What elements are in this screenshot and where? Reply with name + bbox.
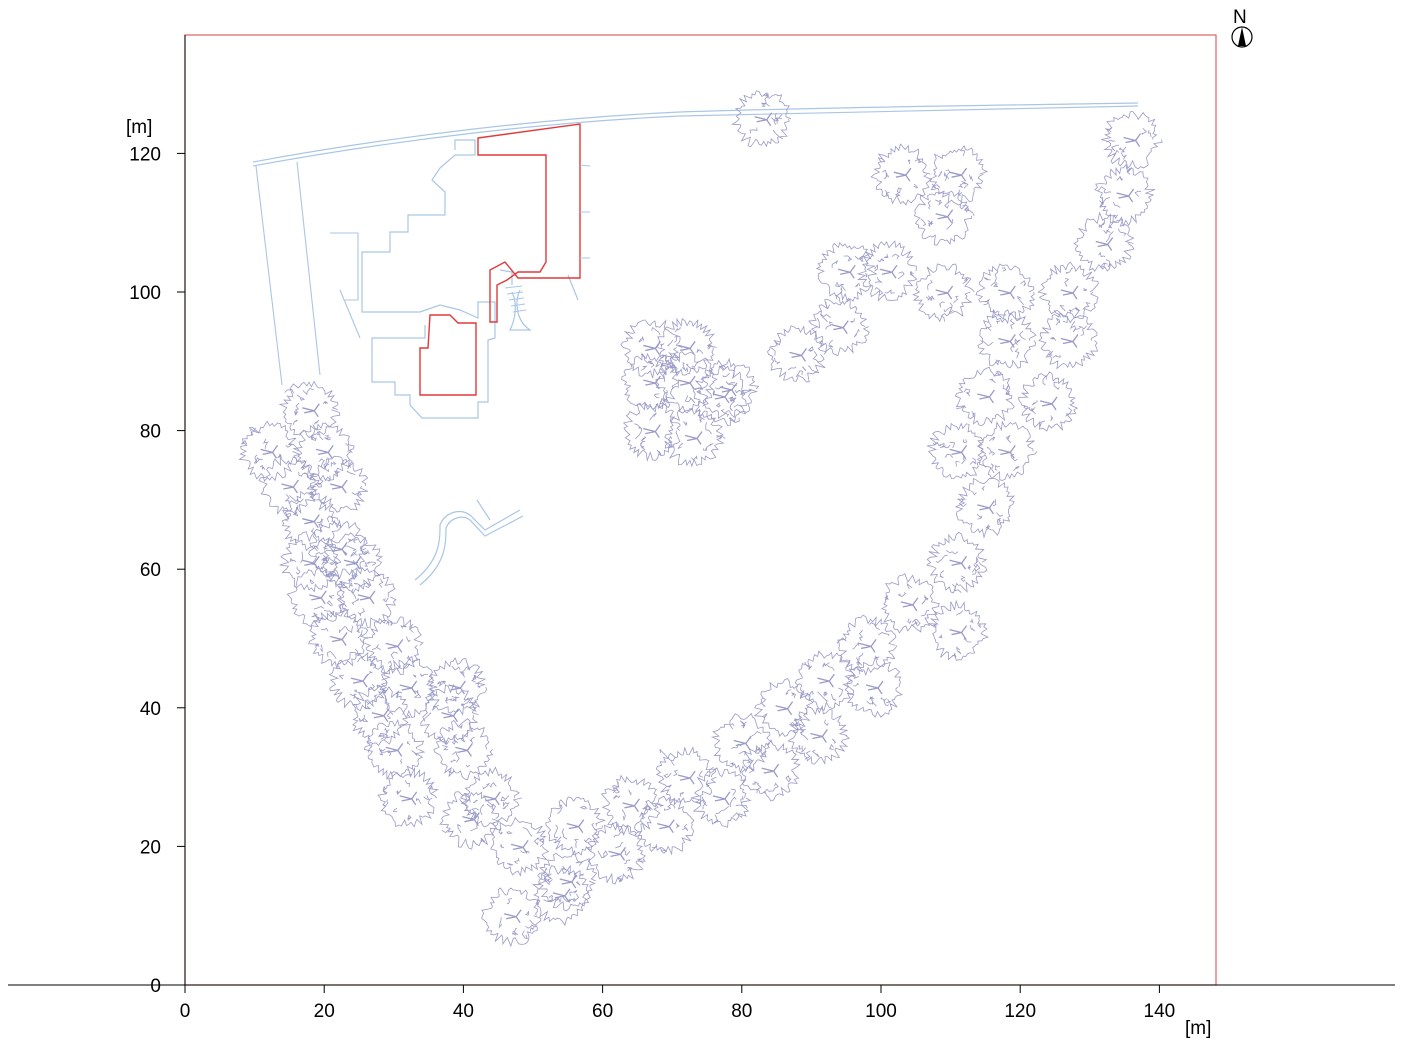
tree (928, 599, 989, 661)
tree (336, 566, 397, 628)
tree (954, 477, 1016, 539)
tree (767, 325, 827, 383)
x-tick-label: 100 (865, 1001, 897, 1022)
x-tick-label: 140 (1144, 1001, 1176, 1022)
tree (323, 532, 384, 594)
tree (620, 319, 683, 379)
tree (481, 887, 542, 948)
northern-road (252, 102, 1139, 167)
curved-path (414, 499, 524, 586)
tree (741, 739, 801, 802)
tree (433, 718, 494, 781)
x-unit-label: [m] (1185, 1018, 1211, 1039)
tree (690, 767, 752, 828)
tree (692, 365, 752, 427)
tree (1037, 261, 1099, 324)
highlight-building-north (477, 123, 581, 323)
tree (1094, 163, 1156, 228)
x-tick-label: 80 (731, 1001, 752, 1022)
tree (912, 263, 975, 323)
stair-detail (504, 285, 527, 313)
tree (842, 655, 903, 718)
tree (621, 352, 680, 413)
tree (286, 565, 346, 628)
tree (753, 678, 814, 737)
y-axis-ticks: 0 20 40 60 80 100 120 (129, 144, 185, 997)
tree (363, 616, 424, 675)
tree (787, 704, 850, 766)
y-tick-label: 60 (140, 560, 161, 581)
tree (655, 317, 717, 377)
tree (622, 401, 681, 462)
tree (836, 614, 898, 677)
tree (378, 655, 438, 720)
tree (532, 864, 590, 927)
tree (815, 241, 878, 303)
y-tick-label: 100 (129, 283, 161, 304)
tree (1038, 311, 1099, 370)
y-tick-label: 20 (140, 837, 161, 858)
tree (976, 420, 1038, 481)
tree (880, 573, 940, 634)
tree (914, 190, 975, 246)
tree (954, 366, 1015, 427)
x-axis-ticks: 0 20 40 60 80 100 120 140 (180, 985, 1176, 1022)
x-tick-label: 40 (453, 1001, 474, 1022)
x-tick-label: 120 (1004, 1001, 1036, 1022)
tree (292, 422, 355, 482)
tree (664, 407, 726, 468)
tree (545, 796, 606, 856)
west-parcel-outlines (255, 161, 361, 386)
x-tick-label: 60 (592, 1001, 613, 1022)
tree (1018, 371, 1079, 432)
tree (238, 420, 301, 482)
north-label: N (1233, 7, 1247, 28)
y-unit-label: [m] (126, 117, 152, 138)
tree (490, 816, 550, 877)
tree (808, 294, 870, 357)
tree (731, 90, 792, 148)
tree (328, 652, 391, 712)
tree (352, 685, 411, 747)
y-tick-label: 0 (150, 976, 161, 997)
tree (600, 774, 661, 836)
tree (363, 718, 426, 780)
tree (929, 144, 989, 206)
tree (926, 422, 985, 480)
tree (586, 822, 646, 885)
tree (975, 263, 1036, 325)
tree (377, 767, 439, 828)
tree (634, 795, 695, 856)
main-building-outline (361, 139, 579, 419)
tree (870, 143, 933, 206)
tree (1101, 110, 1163, 170)
tree (710, 712, 773, 774)
highlight-building-south (419, 314, 477, 396)
tree (856, 240, 918, 302)
tree (308, 519, 368, 580)
tree (794, 650, 855, 712)
tree (281, 490, 341, 552)
tree (420, 684, 479, 746)
y-tick-label: 80 (140, 422, 161, 443)
tree (278, 380, 341, 439)
tree (438, 791, 501, 850)
x-tick-label: 20 (314, 1001, 335, 1022)
x-tick-label: 0 (180, 1001, 191, 1022)
tree (1073, 211, 1135, 273)
y-tick-label: 120 (129, 144, 161, 165)
tree (977, 309, 1037, 369)
north-arrow-icon: N (1231, 7, 1253, 48)
tree (537, 849, 598, 912)
tree (308, 607, 369, 670)
tree (925, 531, 988, 594)
east-facade-details (579, 164, 591, 259)
y-tick-label: 40 (140, 699, 161, 720)
tree-canopies (238, 90, 1163, 948)
tree (655, 746, 717, 806)
tree (306, 455, 369, 513)
